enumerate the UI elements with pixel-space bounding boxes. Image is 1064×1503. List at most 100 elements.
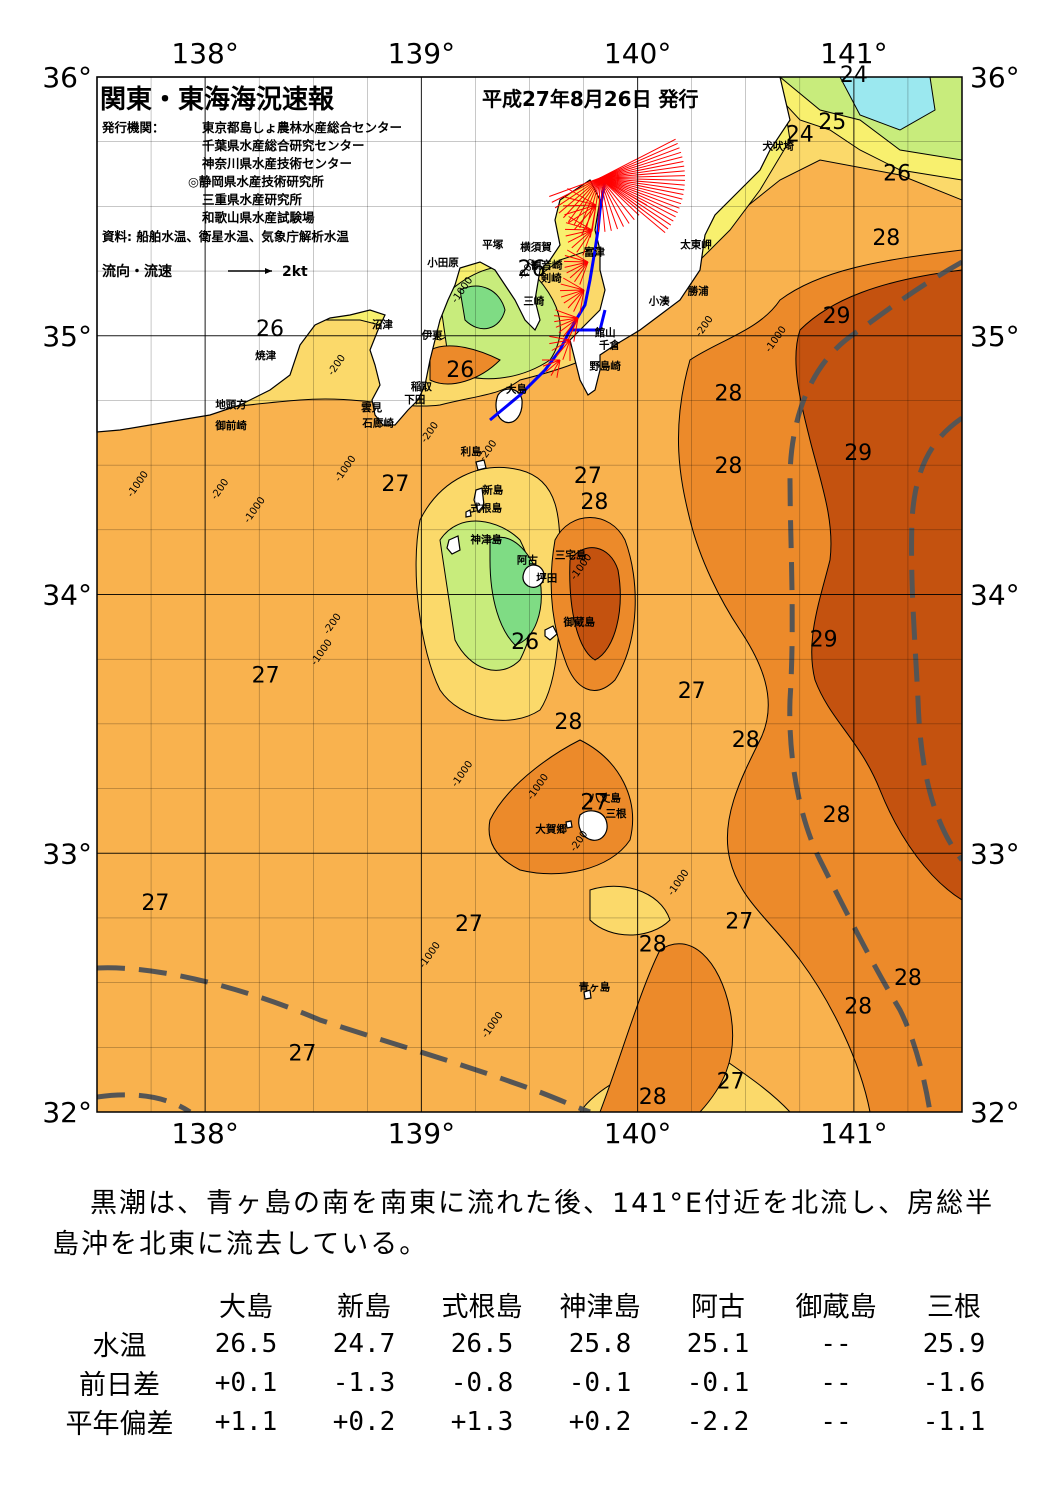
col-kozushima: 神津島 — [559, 1292, 641, 1323]
place-label: 三崎 — [523, 295, 544, 308]
flow-vector — [565, 222, 593, 231]
flow-vector — [556, 359, 561, 378]
isotherm-label: 27 — [252, 663, 280, 688]
isotherm-label: 27 — [574, 464, 602, 489]
place-label: 利島 — [461, 445, 482, 458]
place-label: 小湊 — [648, 295, 670, 308]
cell: 25.9 — [922, 1328, 986, 1359]
lat-tick-label: 36° — [970, 61, 1020, 94]
land-mikurajima — [544, 625, 558, 641]
flow-vector — [556, 339, 571, 357]
land-aogashima — [583, 989, 592, 1000]
lon-tick-label: 140° — [604, 37, 671, 70]
place-label: 千倉 — [599, 339, 620, 352]
land-miyakejima — [522, 564, 545, 588]
flow-vector — [573, 317, 579, 342]
lon-ticks-top: 138° 139° 140° 141° — [171, 37, 887, 70]
place-label: 富津 — [584, 246, 605, 259]
place-label: 勝浦 — [688, 284, 709, 297]
map-title: 関東・東海海況速報 — [100, 85, 335, 115]
cell: -- — [820, 1367, 852, 1398]
kuroshio-axis-south — [97, 965, 591, 1112]
lat-tick-label: 34° — [42, 579, 92, 612]
map-frame — [96, 76, 963, 1113]
lon-tick-label: 138° — [171, 37, 238, 70]
flow-vector — [568, 177, 601, 223]
flow-vector — [579, 261, 589, 285]
land-honshu — [96, 76, 791, 433]
lat-tick-label: 32° — [42, 1096, 92, 1129]
flow-vector — [599, 177, 685, 181]
flow-vector — [562, 204, 597, 207]
place-label: 石廊崎 — [361, 416, 394, 429]
row-label-daily-diff: 前日差 — [79, 1370, 160, 1401]
flow-vector — [566, 249, 589, 263]
flow-vector — [574, 261, 589, 283]
cell: +1.1 — [214, 1406, 278, 1437]
place-label: 沼津 — [372, 318, 393, 331]
lon-ticks-bottom: 138° 139° 140° 141° — [171, 1117, 887, 1150]
place-label: 横須賀 — [520, 240, 552, 253]
flow-vector — [554, 177, 601, 209]
flow-vector — [563, 260, 589, 263]
flow-vector — [599, 147, 680, 179]
map-header: 関東・東海海況速報 平成27年8月26日 発行 発行機関： 東京都島しょ農林水産… — [100, 85, 699, 280]
flow-vector — [599, 156, 683, 179]
issuer-name: 神奈川県水産技術センター — [202, 156, 352, 171]
flow-vector — [599, 177, 684, 196]
lat-tick-label: 36° — [42, 61, 92, 94]
sea-zone-cold — [839, 77, 936, 131]
flow-vector — [579, 289, 585, 314]
place-label: 焼津 — [255, 349, 276, 362]
kuroshio-axis-main — [787, 259, 962, 1112]
flow-vector — [599, 165, 685, 179]
issuer-name: 三重県水産研究所 — [202, 192, 303, 207]
isotherm-label: 28 — [714, 381, 742, 406]
isotherm-label: 26 — [446, 358, 474, 383]
flow-legend-arrowhead — [265, 268, 272, 274]
flow-vector — [560, 289, 585, 298]
lat-lon-grid — [97, 77, 962, 1112]
data-source: 資料: 船舶水温、衛星水温、気象庁解析水温 — [102, 229, 349, 244]
flow-legend-unit: 2kt — [282, 264, 308, 280]
cell: -- — [820, 1406, 852, 1437]
place-label: 八丈島 — [588, 792, 621, 805]
issue-date: 平成27年8月26日 発行 — [482, 87, 699, 111]
isotherm-label: 27 — [141, 891, 169, 916]
lon-tick-label: 138° — [171, 1117, 238, 1150]
cell: +0.2 — [568, 1406, 632, 1437]
cell: -1.1 — [922, 1406, 986, 1437]
issuer-name: ◎静岡県水産技術研究所 — [188, 174, 324, 189]
flow-vector — [567, 188, 597, 206]
issuer-name: 千葉県水産総合研究センター — [202, 138, 365, 153]
isotherm-label: 26 — [511, 630, 539, 655]
place-label: 坪田 — [536, 572, 557, 585]
flow-vector — [554, 315, 579, 319]
flow-vector — [599, 177, 640, 216]
isotherm-label: 28 — [639, 933, 667, 958]
flow-vector — [559, 289, 585, 292]
flow-vector — [599, 177, 674, 222]
flow-vector — [555, 317, 579, 328]
flow-vector — [562, 317, 579, 338]
isotherm-label: 24 — [786, 123, 814, 148]
flow-vector — [563, 177, 601, 219]
isotherm-label: 28 — [580, 490, 608, 515]
flow-vector — [599, 175, 685, 179]
flow-vector — [599, 177, 630, 224]
lat-ticks-left: 36° 35° 34° 33° 32° — [42, 61, 92, 1129]
sea-zone-23 — [489, 536, 542, 646]
isotherm-label: 28 — [823, 803, 851, 828]
flow-vector — [571, 229, 593, 249]
sea-zone-29 — [569, 547, 621, 661]
flow-legend-label: 流向・流速 — [102, 263, 172, 280]
kuroshio-summary: 黒潮は、青ヶ島の南を南東に流れた後、141°E付近を北流し、房総半島沖を北東に流… — [52, 1183, 1012, 1265]
cell: -0.8 — [450, 1367, 514, 1398]
station-temperature-table: 大島 新島 式根島 神津島 阿古 御蔵島 三根 水温 26.5 24.7 26.… — [52, 1285, 1013, 1441]
flow-vector — [599, 160, 684, 179]
flow-vector — [567, 289, 585, 309]
flow-vector — [599, 177, 619, 230]
isotherm-label: 29 — [823, 304, 851, 329]
lon-tick-label: 139° — [388, 37, 455, 70]
sea-temperature-map: 138° 139° 140° 141° 138° 139° 140° 141° 36° 35°… — [42, 37, 1020, 1150]
